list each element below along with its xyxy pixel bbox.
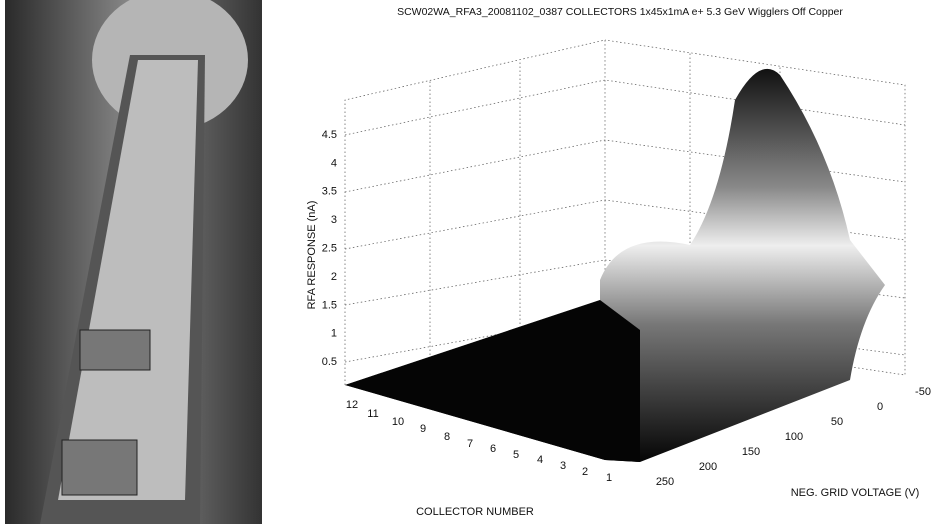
x-tick-label: 4 [537, 454, 543, 466]
z-tick-label: 2 [331, 271, 337, 283]
x-tick-label: 11 [367, 408, 378, 420]
grid [344, 39, 906, 386]
z-tick-label: 4.5 [322, 129, 337, 141]
z-tick-label: 4 [331, 157, 337, 169]
title: SCW02WA_RFA3_20081102_0387 COLLECTORS 1x… [397, 6, 843, 18]
y-tick-label: -50 [915, 386, 931, 398]
z-tick-label: 3 [331, 214, 337, 226]
x-tick-label: 3 [560, 460, 566, 472]
x-tick-label: 5 [513, 449, 519, 461]
photo-rfa [61, 439, 138, 496]
z-tick-label: 2.5 [322, 243, 337, 255]
y-axis-label: NEG. GRID VOLTAGE (V) [791, 487, 920, 499]
grid-box [344, 39, 906, 386]
x-tick-label: 12 [346, 399, 358, 411]
x-tick-label: 2 [582, 466, 588, 478]
y-tick-label: 50 [831, 416, 843, 428]
y-tick-label: 150 [742, 446, 760, 458]
z-tick-label: 1.5 [322, 299, 337, 311]
y-tick-label: 250 [656, 476, 674, 488]
surface [345, 68, 885, 462]
surface-area [345, 300, 640, 462]
photo-rfa [79, 329, 151, 371]
y-tick-label: 200 [699, 461, 717, 473]
z-axis-label: RFA RESPONSE (nA) [306, 201, 318, 310]
x-tick-label: 9 [420, 423, 426, 435]
x-tick-label: 10 [392, 416, 404, 428]
grid-line [344, 79, 906, 363]
z-tick-label: 0.5 [322, 356, 337, 368]
z-tick-label: 3.5 [322, 186, 337, 198]
x-tick-label: 8 [444, 431, 450, 443]
photo [5, 0, 262, 524]
z-tick-label: 1 [331, 328, 337, 340]
x-tick-label: 7 [467, 438, 473, 450]
y-tick-label: 0 [877, 401, 883, 413]
photo-plate [58, 60, 198, 500]
grid-line [429, 53, 781, 367]
x-tick-label: 6 [490, 443, 496, 455]
x-tick-label: 1 [606, 472, 612, 484]
y-tick-label: 100 [785, 431, 803, 443]
x-axis-label: COLLECTOR NUMBER [416, 506, 534, 518]
